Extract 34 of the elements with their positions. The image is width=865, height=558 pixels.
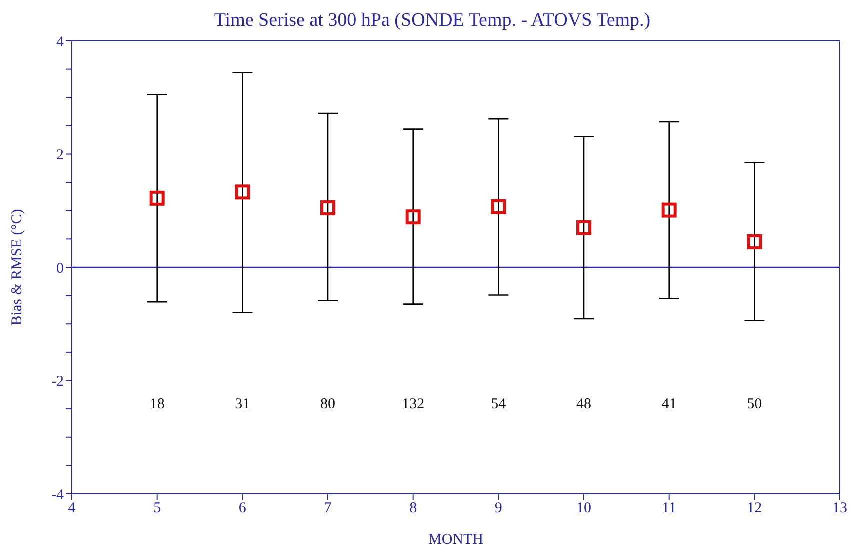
point [235, 184, 250, 200]
annotation: 54 [491, 396, 507, 413]
x-tick-label: 10 [576, 500, 592, 517]
annotation: 48 [576, 396, 592, 413]
x-tick-label: 9 [494, 500, 502, 517]
x-tick-label: 13 [832, 500, 848, 517]
x-tick-label: 5 [154, 500, 162, 517]
point [150, 190, 165, 206]
point [320, 200, 336, 216]
annotation: 50 [747, 396, 762, 413]
annotation: 18 [150, 396, 165, 413]
annotation: 132 [402, 396, 425, 413]
y-tick-label: -4 [52, 487, 64, 504]
y-tick-label: 2 [56, 148, 64, 164]
x-tick-label: 11 [662, 500, 677, 517]
y-tick-label: -2 [52, 374, 64, 390]
point [747, 234, 762, 250]
point [406, 210, 421, 225]
chart-title: Time Serise at 300 hPa (SONDE Temp. - ATOVS Temp.) [213, 9, 652, 33]
annotation: 41 [662, 396, 677, 413]
x-tick-label: 7 [324, 500, 332, 517]
y-tick-label: 4 [56, 34, 64, 50]
y-tick-label: 0 [56, 260, 64, 277]
annotation: 80 [320, 396, 336, 413]
x-axis-title: MONTH [428, 532, 484, 548]
x-tick-label: 4 [68, 500, 76, 517]
point [662, 202, 677, 218]
x-tick-label: 12 [747, 500, 762, 517]
y-axis-title: Bias & RMSE (°C) [9, 209, 26, 326]
x-tick-label: 6 [238, 500, 247, 517]
point [491, 199, 506, 214]
x-tick-label: 8 [410, 500, 418, 517]
annotation: 31 [235, 396, 250, 413]
point [576, 220, 592, 236]
